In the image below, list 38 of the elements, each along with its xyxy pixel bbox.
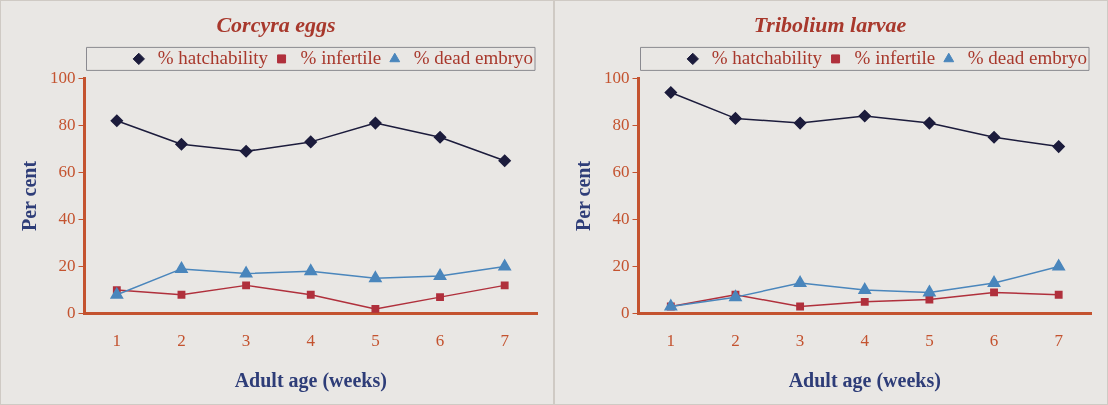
x-tick-label: 6 [435, 331, 445, 351]
x-tick-label: 3 [795, 331, 805, 351]
x-tick-label: 7 [1054, 331, 1064, 351]
y-axis-title: Per cent [572, 160, 595, 232]
x-axis-title: Adult age (weeks) [788, 369, 941, 393]
chart-title: Tribolium larvae [753, 11, 907, 37]
x-tick-label: 7 [500, 331, 510, 351]
x-tick-label: 5 [371, 331, 380, 351]
x-tick-label: 4 [306, 331, 316, 351]
x-tick-label: 5 [925, 331, 934, 351]
x-tick-label: 2 [731, 331, 740, 351]
x-tick-label: 2 [177, 331, 186, 351]
legend-label: % dead embryo [967, 46, 1087, 68]
y-tick-label: 60 [58, 161, 76, 181]
y-tick-label: 60 [612, 161, 630, 181]
legend-label: % infertile [854, 46, 936, 68]
y-tick-label: 0 [67, 303, 76, 323]
x-tick-label: 1 [666, 331, 676, 351]
y-tick-label: 0 [621, 303, 630, 323]
y-tick-label: 80 [612, 114, 630, 134]
y-tick-label: 20 [58, 256, 76, 276]
y-tick-label: 40 [612, 208, 630, 228]
legend-label: % hatchability [157, 46, 269, 68]
y-tick-label: 100 [604, 67, 630, 87]
x-tick-label: 4 [860, 331, 870, 351]
x-axis-title: Adult age (weeks) [234, 369, 387, 393]
legend-label: % infertile [300, 46, 382, 68]
legend-label: % dead embryo [413, 46, 533, 68]
x-tick-label: 3 [241, 331, 251, 351]
chart-title: Corcyra eggs [216, 11, 336, 37]
y-tick-label: 20 [612, 256, 630, 276]
y-axis-title: Per cent [18, 160, 41, 232]
y-tick-label: 40 [58, 208, 76, 228]
x-tick-label: 1 [112, 331, 122, 351]
legend-label: % hatchability [711, 46, 823, 68]
y-tick-label: 80 [58, 114, 76, 134]
y-tick-label: 100 [50, 67, 76, 87]
x-tick-label: 6 [989, 331, 999, 351]
